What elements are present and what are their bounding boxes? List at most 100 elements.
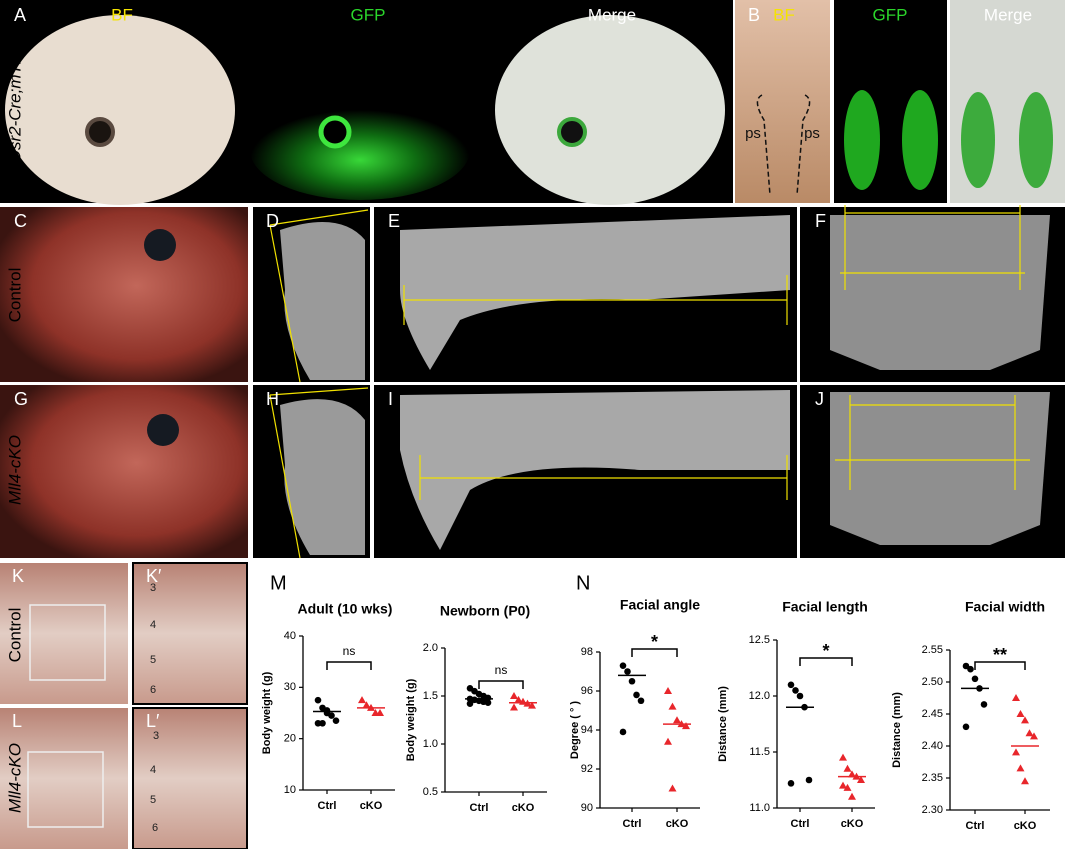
point (792, 687, 799, 694)
point (528, 701, 536, 709)
panel-letter: J (815, 389, 824, 409)
y-tick-label: 40 (284, 630, 296, 642)
point (668, 702, 677, 710)
chart-title: Facial angle (620, 597, 700, 613)
eye (144, 229, 176, 261)
significance-label: ns (495, 663, 508, 677)
panel-letter: F (815, 211, 826, 231)
point (787, 780, 795, 787)
point (962, 723, 970, 731)
y-tick-label: 2.30 (922, 804, 943, 816)
point (1016, 710, 1025, 717)
tooth-number: 6 (150, 684, 156, 696)
y-tick-label: 90 (581, 802, 593, 814)
point (971, 675, 979, 683)
channel-label: Merge (984, 5, 1032, 24)
point (466, 700, 474, 707)
point (857, 776, 865, 783)
photo-k-prime (132, 562, 248, 705)
panel-letter: D (266, 211, 279, 231)
point (668, 784, 677, 792)
y-tick-label: 2.55 (922, 644, 943, 656)
y-tick-label: 0.5 (423, 786, 438, 798)
x-tick-label: Ctrl (318, 800, 337, 812)
point (314, 696, 322, 704)
significance-label: * (651, 632, 658, 652)
point (664, 737, 672, 745)
inset-box (27, 751, 104, 828)
tooth-number: 3 (150, 582, 156, 594)
y-tick-label: 11.5 (749, 746, 770, 758)
y-tick-label: 30 (284, 681, 296, 693)
significance-bracket (799, 657, 853, 666)
channel-label: BF (111, 5, 133, 24)
x-tick-label: Ctrl (966, 820, 985, 832)
y-axis-label: Distance (mm) (717, 686, 729, 762)
y-tick-label: 2.50 (922, 676, 943, 688)
point (628, 677, 636, 685)
embryo-gfp (250, 100, 470, 200)
x-tick-label: cKO (512, 802, 535, 814)
shelf (1019, 92, 1053, 188)
point (839, 753, 847, 761)
significance-bracket (478, 680, 524, 689)
channel-label: GFP (873, 5, 908, 24)
point (619, 728, 627, 736)
y-tick-label: 10 (284, 784, 296, 796)
x-tick-label: cKO (1014, 820, 1037, 832)
chart-title: Adult (10 wks) (298, 601, 393, 617)
point (362, 701, 371, 709)
significance-bracket (631, 648, 678, 657)
shelf (844, 90, 880, 190)
point (323, 709, 331, 717)
row-label: Mll4-cKO (5, 743, 24, 813)
y-tick-label: 1.0 (423, 738, 438, 750)
significance-label: ** (993, 645, 1007, 665)
embryo-bf (5, 15, 235, 205)
tooth-number: 5 (150, 654, 156, 666)
skull (830, 215, 1050, 370)
point (1012, 748, 1020, 756)
point (1021, 716, 1029, 724)
significance-label: * (822, 641, 829, 661)
y-tick-label: 1.5 (423, 690, 438, 702)
panel-letter: G (14, 389, 28, 409)
point (633, 691, 640, 699)
panel-letter: N (576, 572, 590, 594)
embryo-merge (495, 15, 725, 205)
photo-l (0, 708, 128, 849)
y-tick-label: 94 (581, 724, 593, 736)
y-tick-label: 96 (581, 685, 593, 697)
y-axis-label: Degree ( ° ) (569, 701, 581, 760)
y-tick-label: 2.45 (922, 708, 943, 720)
region-label: ps (745, 125, 761, 142)
y-tick-label: 12.0 (749, 690, 770, 702)
row-label: Control (5, 608, 24, 663)
point (1021, 777, 1029, 785)
x-tick-label: Ctrl (791, 818, 810, 830)
significance-label: ns (343, 644, 356, 658)
point (484, 699, 492, 707)
region-label: ps (804, 125, 820, 142)
point (805, 776, 813, 784)
chart-title: Facial width (965, 599, 1045, 615)
inset-box (29, 604, 106, 681)
shelf (902, 90, 938, 190)
point (624, 668, 631, 675)
panel-letter: K′ (146, 566, 162, 586)
channel-label: GFP (351, 5, 386, 24)
eye-gfp (318, 115, 352, 149)
photo-l-prime (132, 707, 248, 849)
point (848, 770, 856, 778)
tooth-number: 4 (150, 764, 156, 776)
eye (147, 414, 179, 446)
y-tick-label: 98 (581, 646, 593, 658)
point (358, 696, 366, 704)
point (673, 716, 681, 724)
tooth-number: 5 (150, 794, 156, 806)
point (848, 792, 856, 800)
panel-letter: I (388, 389, 393, 409)
point (839, 781, 847, 789)
point (510, 703, 518, 711)
